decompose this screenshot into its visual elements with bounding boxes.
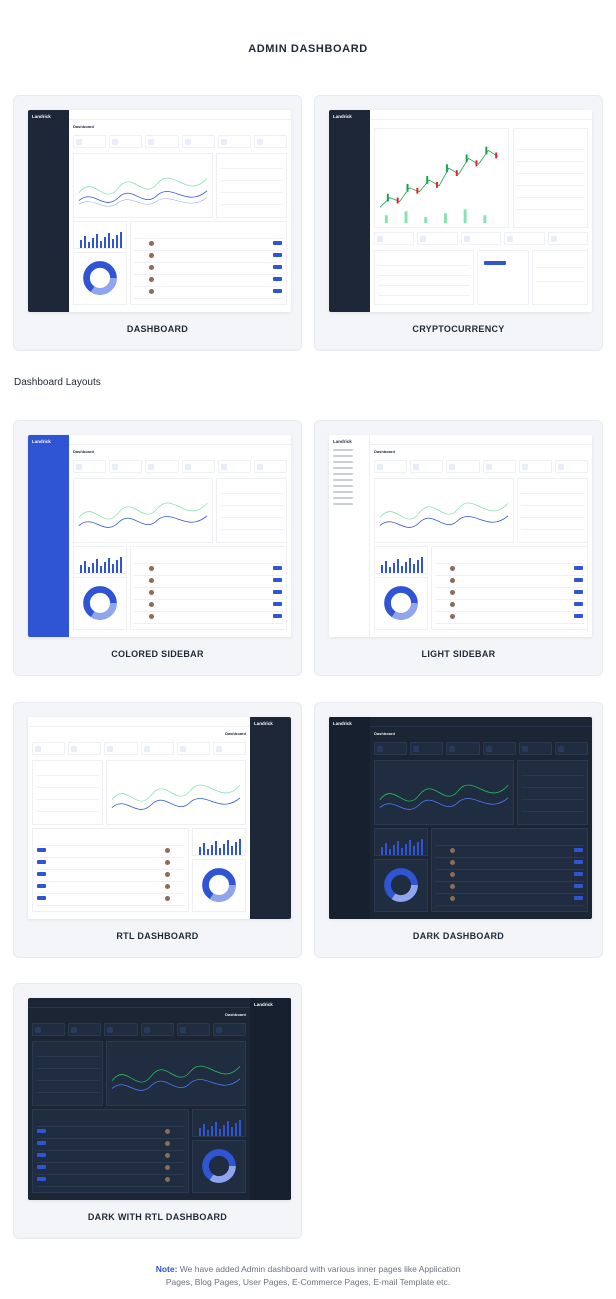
preview-stats [73,135,288,148]
preview-logo: Landrick [333,114,352,119]
light-sidebar-preview: Landrick Dashboard [329,435,592,637]
page-title: ADMIN DASHBOARD [248,43,368,55]
card-label: COLORED SIDEBAR [111,649,204,659]
preview-heading: Dashboard [73,449,94,454]
preview-sales-chart [374,478,514,543]
card-label: CRYPTOCURRENCY [412,324,505,334]
preview-bar-chart [73,221,127,249]
cryptocurrency-preview: Landrick [329,110,592,312]
preview-coin-stats [374,232,589,245]
preview-donut [374,577,428,630]
preview-stats [32,1023,247,1036]
preview-stats [32,742,247,755]
preview-donut [192,1140,246,1193]
preview-donut [73,577,127,630]
preview-upcoming-list [32,1041,103,1106]
preview-exchange [477,250,529,305]
preview-logo: Landrick [32,114,51,119]
dark-dashboard-preview: Landrick Dashboard [329,717,592,919]
preview-upcoming-list [517,478,588,543]
preview-stats [374,460,589,473]
note-line-2: Pages, Blog Pages, User Pages, E-Commerc… [165,1277,451,1287]
preview-orders-table [130,546,287,630]
note-line-1: We have added Admin dashboard with vario… [177,1264,461,1274]
card-label: LIGHT SIDEBAR [421,649,496,659]
preview-sales-chart [73,153,213,218]
preview-logo: Landrick [32,439,51,444]
preview-logo: Landrick [333,439,352,444]
preview-upcoming-list [216,478,287,543]
card-label: RTL DASHBOARD [116,931,199,941]
rtl-dashboard-preview: Landrick Dashboard [28,717,291,919]
preview-sidebar: Landrick [28,110,69,312]
dashboard-preview: Landrick Dashboard [28,110,291,312]
card-cryptocurrency[interactable]: Landrick CRYPTOCURRENCY [314,95,603,351]
preview-sales-chart [106,1041,246,1106]
preview-heading: Dashboard [374,449,395,454]
preview-topbar [69,435,291,445]
preview-bar-chart [73,546,127,574]
card-dark-dashboard[interactable]: Landrick Dashboard DARK DASHBOARD [314,702,603,958]
preview-bar-chart [374,546,428,574]
preview-sidebar: Landrick [250,998,291,1200]
preview-upcoming-list [216,153,287,218]
card-dark-rtl-dashboard[interactable]: Landrick Dashboard DARK WITH RTL DASHBOA [13,983,302,1239]
preview-logo: Landrick [333,721,352,726]
preview-sidebar: Landrick [329,717,370,919]
preview-orders-table [32,828,189,912]
dark-rtl-dashboard-preview: Landrick Dashboard [28,998,291,1200]
preview-topbar [28,998,250,1008]
note-lead: Note: [155,1264,178,1274]
preview-bar-chart [374,828,428,856]
card-label: DASHBOARD [126,324,189,334]
preview-sales-chart [374,760,514,825]
preview-donut [73,252,127,305]
dashboard-layouts-heading: Dashboard Layouts [14,377,101,388]
preview-logo: Landrick [254,1002,273,1007]
preview-topbar [370,110,592,120]
preview-sidebar: Landrick [329,110,370,312]
preview-upcoming-list [517,760,588,825]
preview-topbar [28,717,250,727]
preview-sales-chart [106,760,246,825]
preview-donut [192,859,246,912]
preview-bar-chart [192,828,246,856]
footer-note: Note: We have added Admin dashboard with… [0,1263,616,1289]
card-colored-sidebar[interactable]: Landrick Dashboard COLORED SIDEBAR [13,420,302,676]
colored-sidebar-preview: Landrick Dashboard [28,435,291,637]
preview-stats [374,742,589,755]
preview-market-list [513,128,588,228]
preview-topbar [370,717,592,727]
preview-heading: Dashboard [73,124,94,129]
card-label: DARK DASHBOARD [412,931,505,941]
preview-topbar [69,110,291,120]
preview-sidebar: Landrick [28,435,69,637]
preview-orders-table [431,828,588,912]
preview-sales-chart [73,478,213,543]
card-label: DARK WITH RTL DASHBOARD [87,1212,228,1222]
preview-donut [374,859,428,912]
preview-orders-table [130,221,287,305]
preview-heading: Dashboard [374,731,395,736]
preview-heading: Dashboard [225,1012,246,1017]
preview-bar-chart [192,1109,246,1137]
preview-upcoming-list [32,760,103,825]
preview-logo: Landrick [254,721,273,726]
preview-orders-table [431,546,588,630]
preview-sidebar: Landrick [329,435,370,637]
preview-sidebar: Landrick [250,717,291,919]
preview-candlestick-chart [374,128,509,228]
preview-topbar [370,435,592,445]
card-light-sidebar[interactable]: Landrick Dashboard LIGHT SIDEBAR [314,420,603,676]
preview-stats [73,460,288,473]
card-rtl-dashboard[interactable]: Landrick Dashboard RTL DASHBOARD [13,702,302,958]
preview-heading: Dashboard [225,731,246,736]
preview-transactions [374,250,474,305]
preview-orders [532,250,588,305]
card-dashboard[interactable]: Landrick Dashboard DASHBOARD [13,95,302,351]
preview-orders-table [32,1109,189,1193]
